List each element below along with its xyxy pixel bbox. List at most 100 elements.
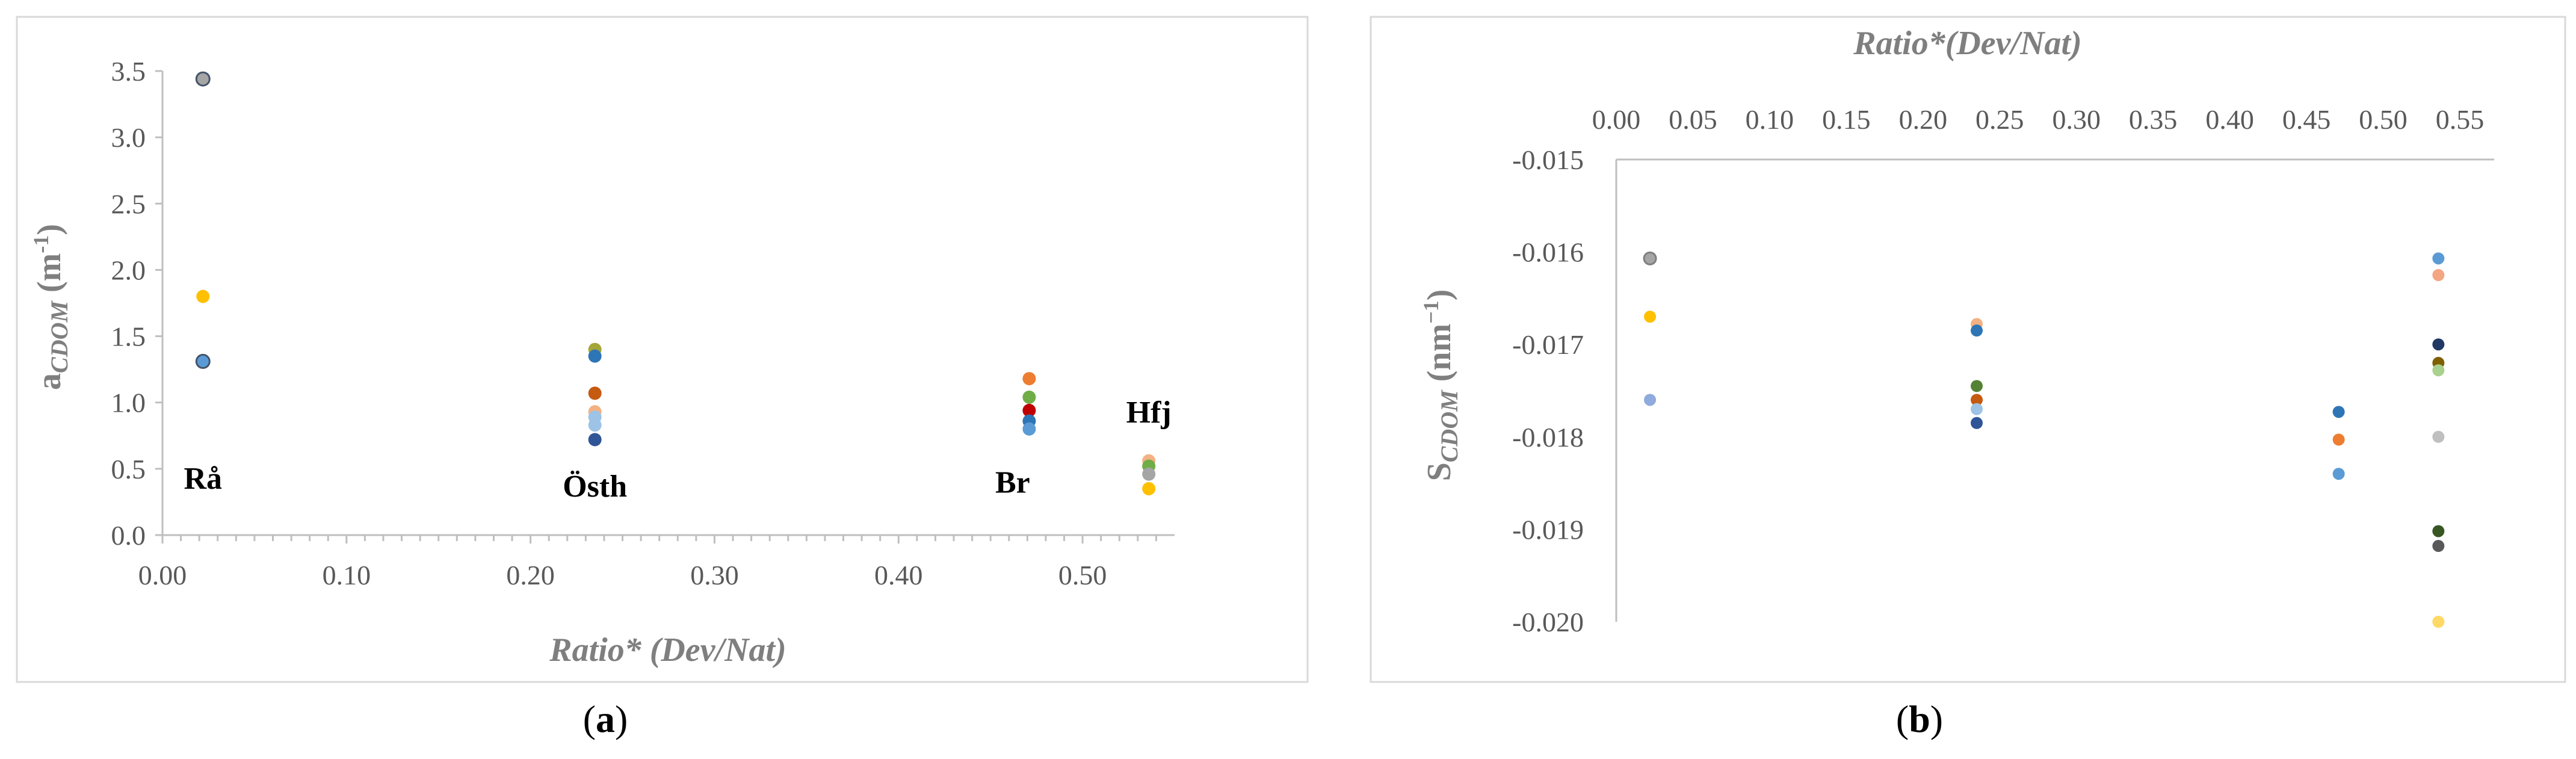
caption-a-open: ( [583, 698, 596, 740]
panel-b-y-ticks: -0.015 -0.016 -0.017 -0.018 -0.019 -0.020 [1512, 144, 1584, 637]
caption-b-open: ( [1896, 698, 1909, 740]
y-tick-label: 0.0 [111, 520, 146, 551]
data-point [2432, 269, 2445, 281]
data-point [1022, 390, 1036, 404]
data-point [2432, 252, 2445, 265]
panel-a-y-title-close: ) [31, 224, 68, 235]
y-tick-label: -0.015 [1512, 144, 1584, 175]
panel-a-y-axis-title: aCDOM (m-1) [29, 224, 73, 390]
data-point [196, 290, 210, 303]
y-tick-label: 0.5 [111, 454, 146, 485]
panel-b-x-axis-title: Ratio*(Dev/Nat) [1853, 25, 2081, 62]
y-tick-label: -0.017 [1512, 329, 1584, 360]
data-point [2432, 338, 2445, 351]
x-tick-label: 0.55 [2436, 104, 2485, 135]
y-tick-label: 1.5 [111, 321, 146, 352]
data-point [588, 433, 602, 447]
data-point [1644, 394, 1657, 406]
x-tick-label: 0.45 [2282, 104, 2331, 135]
x-tick-label: 0.10 [1746, 104, 1794, 135]
panel-b-y-title-sup: −1 [1419, 300, 1443, 324]
data-point [2432, 616, 2445, 628]
x-tick-label: 0.50 [2359, 104, 2408, 135]
panel-a-annotations: Rå Östh Br Hfj [184, 395, 1171, 504]
panel-b-y-axis-title: SCDOM (nm−1) [1419, 290, 1463, 482]
data-point [1971, 403, 1983, 415]
data-point [1022, 372, 1036, 386]
data-point [1971, 380, 1983, 392]
data-point [2432, 430, 2445, 443]
caption-b: (b) [1896, 698, 1943, 740]
x-tick-label: 0.30 [690, 560, 739, 590]
x-tick-label: 0.05 [1669, 104, 1717, 135]
x-tick-label: 0.10 [323, 560, 371, 590]
caption-b-close: ) [1930, 698, 1943, 740]
data-point [195, 353, 211, 369]
data-point [1022, 403, 1036, 417]
x-tick-label: 0.15 [1822, 104, 1871, 135]
site-label: Br [995, 466, 1030, 500]
y-tick-label: -0.019 [1512, 514, 1584, 545]
x-tick-label: 0.20 [506, 560, 555, 590]
site-label: Östh [563, 469, 627, 504]
x-tick-label: 0.40 [874, 560, 923, 590]
panel-a-chart: 0.00 0.10 0.20 0.30 0.40 0.50 0.0 0.5 1.0 1.5 2.0… [16, 16, 1309, 683]
y-tick-label: 2.0 [111, 255, 146, 285]
data-point [2432, 525, 2445, 537]
panel-b-border [1370, 16, 2566, 683]
x-tick-label: 0.35 [2129, 104, 2178, 135]
data-point [1971, 417, 1983, 429]
data-point [588, 418, 602, 432]
site-label: Rå [184, 462, 222, 496]
panel-b-points [1643, 251, 2445, 628]
panel-a-y-title-sup: -1 [29, 235, 53, 253]
panel-b-y-title-unit: (nm [1421, 324, 1458, 390]
panel-a-y-title-main: a [31, 373, 68, 390]
x-tick-label: 0.50 [1058, 560, 1107, 590]
panel-b-chart: 0.00 0.05 0.10 0.15 0.20 0.25 0.30 0.35 0.40 0.45… [1370, 16, 2566, 683]
x-tick-label: 0.40 [2205, 104, 2254, 135]
y-tick-label: -0.018 [1512, 422, 1584, 453]
data-point [588, 349, 602, 363]
x-tick-label: 0.25 [1975, 104, 2024, 135]
data-point [1022, 422, 1036, 436]
x-tick-label: 0.20 [1899, 104, 1948, 135]
data-point [195, 71, 211, 87]
panel-a-border [16, 16, 1309, 683]
panel-a-x-ticks: 0.00 0.10 0.20 0.30 0.40 0.50 [138, 535, 1157, 590]
y-tick-label: -0.020 [1512, 607, 1584, 637]
y-tick-label: 2.5 [111, 188, 146, 219]
panel-b-y-title-close: ) [1421, 290, 1458, 301]
panel-b-y-title-main: S [1421, 462, 1458, 481]
data-point [2432, 540, 2445, 553]
x-tick-label: 0.00 [1592, 104, 1641, 135]
y-tick-label: 3.5 [111, 56, 146, 87]
data-point [2432, 364, 2445, 377]
data-point [2332, 433, 2345, 446]
data-point [1643, 251, 1657, 265]
y-tick-label: 3.0 [111, 122, 146, 153]
data-point [2332, 406, 2345, 418]
panel-a-y-ticks: 0.0 0.5 1.0 1.5 2.0 2.5 3.0 3.5 [111, 56, 162, 551]
panel-b-y-title-sub: CDOM [1436, 389, 1463, 462]
panel-a-y-title-unit: (m [31, 253, 68, 301]
data-point [1142, 482, 1156, 495]
x-tick-label: 0.00 [138, 560, 187, 590]
data-point [1142, 467, 1156, 481]
panel-a-x-axis-title-text: Ratio* (Dev/Nat) [549, 631, 786, 669]
panel-b-x-axis-title-text: Ratio*(Dev/Nat) [1853, 25, 2081, 62]
site-label: Hfj [1126, 395, 1172, 430]
y-tick-label: -0.016 [1512, 237, 1584, 268]
data-point [1971, 324, 1983, 337]
panel-b-x-ticks: 0.00 0.05 0.10 0.15 0.20 0.25 0.30 0.35 0.40 0.45… [1592, 104, 2485, 135]
data-point [2332, 468, 2345, 480]
data-point [1971, 394, 1983, 406]
data-point [1644, 311, 1657, 323]
caption-a: (a) [583, 698, 628, 740]
caption-a-letter: a [596, 698, 615, 740]
panel-a-x-axis-title: Ratio* (Dev/Nat) [549, 631, 786, 669]
panel-a-y-title-sub: CDOM [46, 300, 73, 373]
caption-a-close: ) [615, 698, 628, 740]
caption-b-letter: b [1909, 698, 1930, 740]
